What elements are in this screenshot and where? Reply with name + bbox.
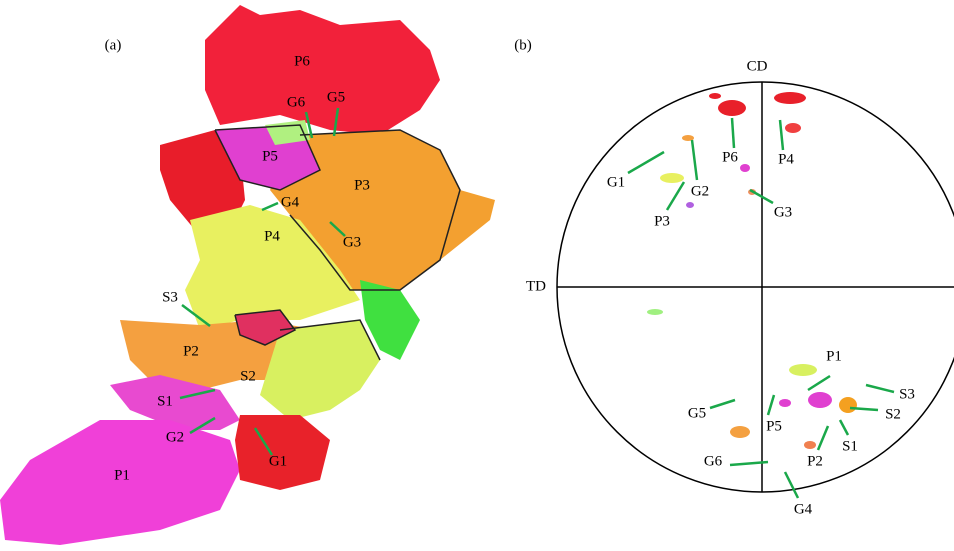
axis-label: TD (526, 278, 546, 294)
pole-label: S1 (842, 438, 858, 454)
region-label: G1 (269, 453, 287, 469)
region-label: P4 (264, 228, 280, 244)
region-label: G6 (287, 94, 306, 110)
pole-label: P2 (807, 453, 823, 469)
figure: (a) P6 G6 G5 P5 P3 G4 P4 G3 S3 P2 S2 S1 G2 G1 P1 (b)… (0, 0, 954, 551)
region-label: G5 (327, 89, 345, 105)
pole-label: P4 (778, 151, 794, 167)
region-label: P3 (354, 177, 370, 193)
orientation-map (0, 5, 495, 545)
pole-label: G4 (794, 501, 813, 517)
pole-label: G3 (774, 204, 792, 220)
pole-label: G1 (607, 174, 625, 190)
panel-label: (a) (105, 37, 122, 53)
region-label: P5 (262, 148, 278, 164)
region-label: G2 (166, 429, 184, 445)
region-label: P1 (114, 467, 130, 483)
panel-label: (b) (514, 37, 532, 53)
region-label: S2 (240, 368, 256, 384)
region-label: G3 (343, 234, 361, 250)
pole-label: P6 (722, 149, 738, 165)
pole-label: P1 (826, 348, 842, 364)
pole-label: G6 (704, 453, 723, 469)
pole-label: S3 (899, 386, 915, 402)
pole-label: G5 (688, 405, 706, 421)
pole-label: G2 (691, 183, 709, 199)
pole-label: P3 (654, 213, 670, 229)
region-label: P6 (294, 53, 310, 69)
region-label: P2 (183, 343, 199, 359)
pole-label: P5 (766, 418, 782, 434)
axis-label: CD (747, 58, 768, 74)
pole-figure (557, 82, 954, 492)
pole-label: S2 (885, 406, 901, 422)
region-label: S1 (157, 393, 173, 409)
region-label: S3 (162, 289, 178, 305)
region-label: G4 (281, 194, 300, 210)
